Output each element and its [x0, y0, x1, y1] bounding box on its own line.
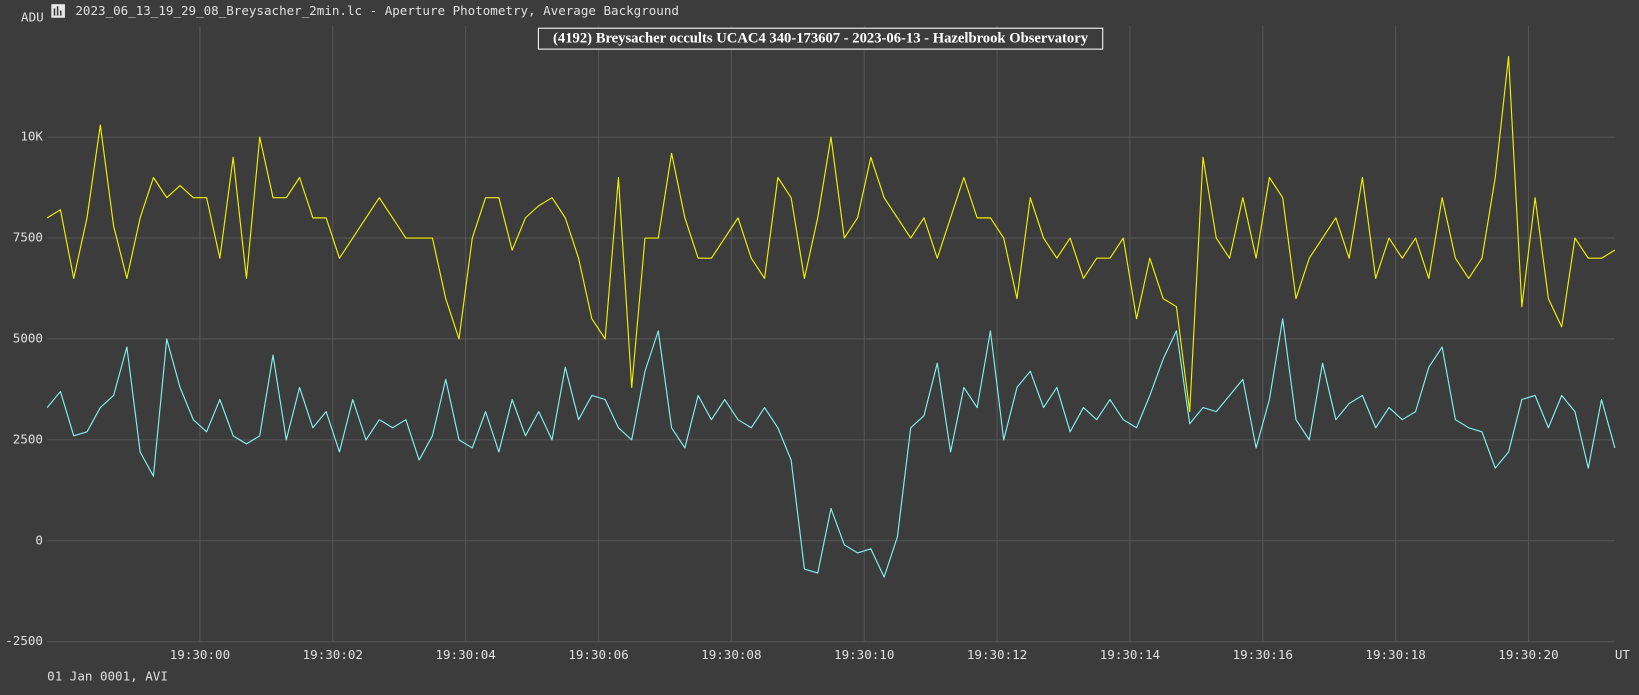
x-tick-label: 19:30:06 — [568, 647, 628, 662]
x-tick-label: 19:30:10 — [834, 647, 894, 662]
footer: 01 Jan 0001, AVI — [47, 669, 168, 684]
x-axis-label: UT — [1615, 647, 1631, 662]
x-tick-label: 19:30:18 — [1365, 647, 1425, 662]
app-icon-glyph — [53, 6, 62, 16]
x-tick-label: 19:30:02 — [303, 647, 363, 662]
window-title: 2023_06_13_19_29_08_Breysacher_2min.lc -… — [75, 3, 679, 18]
y-tick-label: 0 — [35, 532, 43, 547]
y-axis-label: ADU — [21, 9, 44, 24]
y-tick-label: 10K — [20, 129, 43, 144]
title-box — [537, 27, 1104, 50]
series-line — [46, 318, 1616, 578]
x-tick-label: 19:30:12 — [967, 647, 1027, 662]
x-tick-label: 19:30:00 — [170, 647, 230, 662]
y-tick-label: -2500 — [5, 633, 43, 648]
chart-title: (4192) Breysacher occults UCAC4 340-1736… — [553, 31, 1089, 47]
y-tick-label: 2500 — [13, 431, 43, 446]
x-tick-label: 19:30:14 — [1100, 647, 1160, 662]
y-tick-label: 7500 — [13, 230, 43, 245]
y-tick-label: 5000 — [13, 330, 43, 345]
x-tick-label: 19:30:16 — [1233, 647, 1293, 662]
x-tick-label: 19:30:20 — [1498, 647, 1558, 662]
x-tick-label: 19:30:08 — [701, 647, 761, 662]
series-line — [46, 55, 1616, 413]
x-tick-label: 19:30:04 — [435, 647, 495, 662]
